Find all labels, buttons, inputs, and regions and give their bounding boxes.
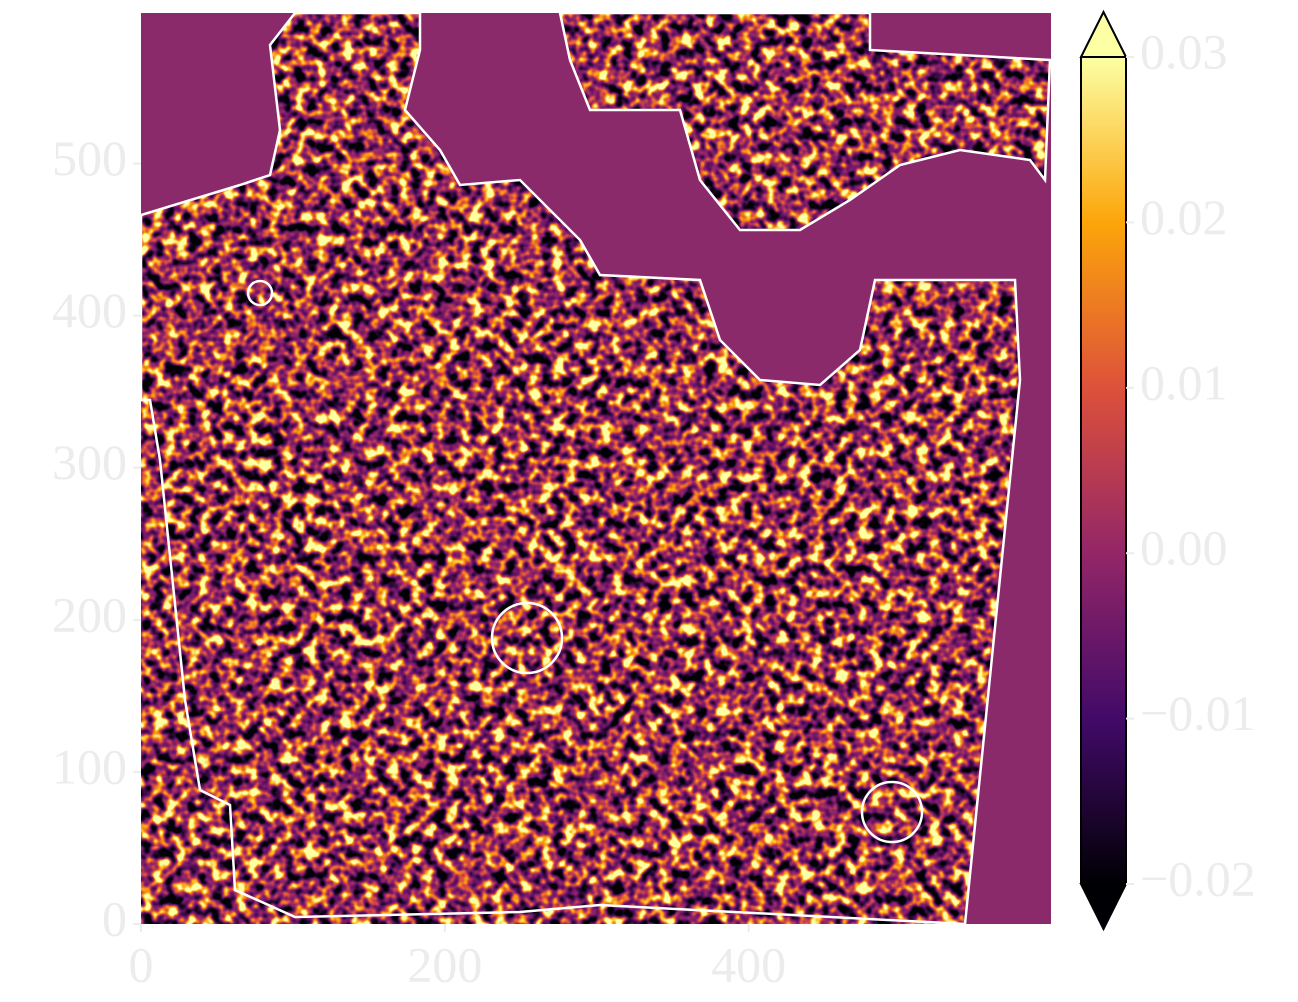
x-tick-label: 200 [407,936,482,992]
mask-contour [558,13,1051,232]
y-tick-label: 400 [52,282,127,338]
y-tick-label: 300 [52,434,127,490]
mask-contour [141,13,1022,924]
mask-circle [246,279,274,307]
colorbar-tick-label: −0.02 [1140,850,1256,906]
colorbar-tick-label: 0.01 [1140,354,1228,410]
mask-circle [490,601,564,675]
y-tick-label: 500 [52,130,127,186]
colorbar: −0.02 −0.01 0.00 0.01 0.02 0.03 [1079,9,1256,932]
heatmap-image [141,13,1051,924]
y-tick-label: 100 [52,738,127,794]
colorbar-extend [1079,883,1128,932]
colorbar-tick-label: 0.03 [1140,23,1228,79]
colorbar-fill [1081,57,1126,884]
x-tick-label: 400 [711,936,786,992]
mask-circle [860,780,924,844]
colorbar-extend [1079,9,1128,58]
colorbar-tick-label: 0.02 [1140,189,1228,245]
x-tick-label: 0 [129,936,154,992]
colorbar-tick-label: 0.00 [1140,520,1228,576]
colorbar-tick-label: −0.01 [1140,685,1256,741]
y-tick-label: 200 [52,586,127,642]
y-tick-label: 0 [102,890,127,946]
